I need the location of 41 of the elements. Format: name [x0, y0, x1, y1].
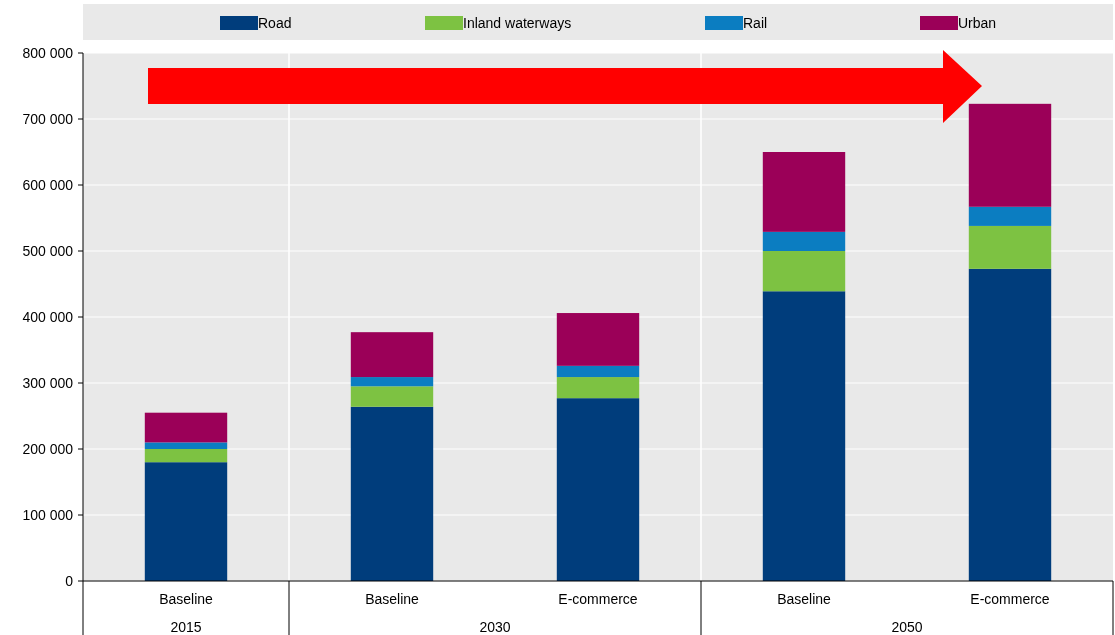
y-tick-label: 300 000	[22, 374, 74, 391]
bar	[556, 313, 640, 366]
y-tick-label: 100 000	[22, 506, 74, 523]
legend-label: Inland waterways	[463, 14, 572, 31]
bar	[968, 268, 1052, 581]
bar	[350, 406, 434, 581]
legend-label: Urban	[958, 14, 997, 31]
x-tick-label: E-commerce	[558, 591, 638, 607]
bar	[350, 377, 434, 387]
legend-label: Road	[258, 14, 292, 31]
text: 2030	[479, 619, 511, 635]
y-tick-label: 600 000	[22, 176, 74, 193]
y-tick-label: 500 000	[22, 242, 74, 259]
x-tick-label: Baseline	[365, 591, 420, 607]
bar	[144, 412, 228, 443]
y-tick-label: 800 000	[22, 44, 74, 61]
y-tick-label: 700 000	[22, 110, 74, 127]
y-tick-label: 0	[65, 572, 74, 589]
bar	[968, 206, 1052, 226]
bar	[556, 365, 640, 378]
bar	[144, 462, 228, 581]
text: 2050	[891, 619, 923, 635]
bar	[350, 386, 434, 407]
x-tick-label: E-commerce	[970, 591, 1050, 607]
y-tick-label: 200 000	[22, 440, 74, 457]
y-tick-label: 400 000	[22, 308, 74, 325]
x-tick-label: Baseline	[159, 591, 214, 607]
text: 2015	[170, 619, 202, 635]
bar	[144, 449, 228, 463]
bar	[556, 398, 640, 581]
bar	[350, 332, 434, 378]
bar	[968, 225, 1052, 269]
bar	[144, 442, 228, 449]
bar	[968, 103, 1052, 207]
bar	[762, 251, 846, 292]
x-tick-label: Baseline	[777, 591, 832, 607]
bar	[762, 291, 846, 581]
bar	[556, 377, 640, 399]
legend-label: Rail	[743, 14, 768, 31]
bar	[762, 231, 846, 251]
bar	[762, 152, 846, 232]
